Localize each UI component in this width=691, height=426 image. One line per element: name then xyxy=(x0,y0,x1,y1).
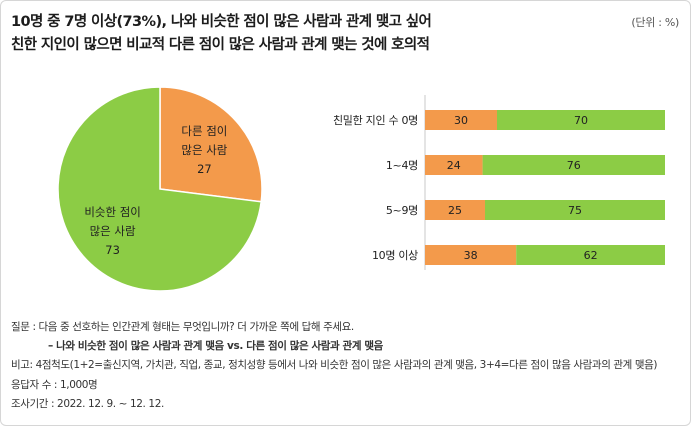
bar-value-label: 75 xyxy=(568,204,582,217)
bar-value-label: 38 xyxy=(464,249,478,262)
bar-value-label: 70 xyxy=(574,114,588,127)
bar-segment-0 xyxy=(425,245,517,265)
bar-segment-0 xyxy=(425,110,497,130)
bar-segment-0 xyxy=(425,200,485,220)
pie-slice-label-0: 많은 사람 xyxy=(181,143,227,157)
title-line-1: 10명 중 7명 이상(73%), 나와 비슷한 점이 많은 사람과 관계 맺고… xyxy=(11,14,432,30)
unit-label: (단위 : %) xyxy=(631,16,679,29)
bar-segment-0 xyxy=(425,155,483,175)
pie-slice-0 xyxy=(159,86,263,203)
pie-slice-1 xyxy=(57,86,263,292)
stacked-bar-chart: 친밀한 지인 수 0명 30 70 1~4명 24 76 5~9명 25 75 10명 이상 38 6… xyxy=(333,95,665,270)
pie-slice-label-0: 다른 점이 xyxy=(181,124,227,138)
notes: 질문 : 다음 중 선호하는 인간관계 형태는 무엇입니까? 더 가까운 쪽에 … xyxy=(11,318,657,414)
bar-segment-1 xyxy=(516,245,665,265)
category-label: 1~4명 xyxy=(386,159,418,172)
bar-value-label: 25 xyxy=(448,204,462,217)
pie-slice-label-1: 많은 사람 xyxy=(90,224,136,238)
category-label: 10명 이상 xyxy=(372,249,418,262)
period-text: 조사기간 : 2022. 12. 9. ~ 12. 12. xyxy=(11,397,164,410)
note-text: 비고: 4점척도(1+2=출신지역, 가치관, 직업, 종교, 정치성향 등에서… xyxy=(11,359,658,372)
pie-slice-value-1: 73 xyxy=(105,243,120,257)
category-label: 5~9명 xyxy=(386,204,418,217)
bar-value-label: 76 xyxy=(567,159,581,172)
title-line-2: 친한 지인이 많으면 비교적 다른 점이 많은 사람과 관계 맺는 것에 호의적 xyxy=(11,37,430,53)
respondents-text: 응답자 수 : 1,000명 xyxy=(11,378,98,391)
bar-segment-1 xyxy=(482,155,665,175)
pie-slice-label-1: 비슷한 점이 xyxy=(84,205,141,219)
question-sub-text: – 나와 비슷한 점이 많은 사람과 관계 맺음 vs. 다른 점이 많은 사람… xyxy=(48,340,383,353)
question-text: 질문 : 다음 중 선호하는 인간관계 형태는 무엇입니까? 더 가까운 쪽에 … xyxy=(11,321,354,333)
category-label: 친밀한 지인 수 0명 xyxy=(333,114,418,127)
chart-title: 10명 중 7명 이상(73%), 나와 비슷한 점이 많은 사람과 관계 맺고… xyxy=(11,11,432,57)
pie-slice-value-0: 27 xyxy=(197,162,212,176)
bar-segment-1 xyxy=(485,200,665,220)
bar-value-label: 62 xyxy=(584,249,598,262)
bar-value-label: 30 xyxy=(454,114,468,127)
bar-value-label: 24 xyxy=(447,159,461,172)
bar-segment-1 xyxy=(497,110,665,130)
